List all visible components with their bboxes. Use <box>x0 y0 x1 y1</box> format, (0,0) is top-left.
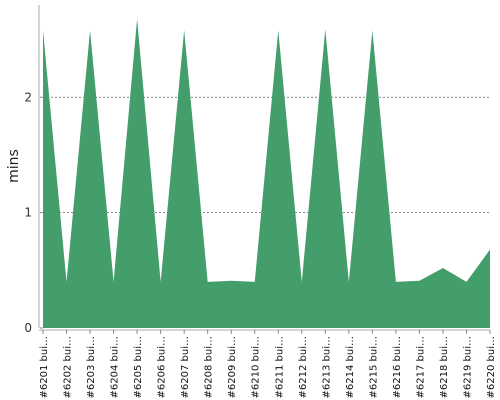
y-tick-label: 2 <box>24 90 32 104</box>
y-axis-ticks: 0 1 2 <box>24 90 43 335</box>
axes <box>38 5 490 331</box>
x-tick-label: #6210 bui… <box>251 336 262 398</box>
gridlines <box>43 96 490 214</box>
x-axis-ticks: #6201 bui… #6202 bui… #6203 bui… #6204 bui…… <box>39 330 497 398</box>
x-tick-label: #6204 bui… <box>110 336 121 398</box>
x-tick-label: #6220 bui… <box>486 336 497 398</box>
x-tick-label: #6212 bui… <box>298 336 309 398</box>
x-tick-label: #6203 bui… <box>86 336 97 398</box>
x-tick-label: #6213 bui… <box>321 336 332 398</box>
x-tick-label: #6205 bui… <box>133 336 144 398</box>
x-tick-label: #6219 bui… <box>462 336 473 398</box>
y-tick-label: 0 <box>24 321 32 335</box>
x-tick-label: #6207 bui… <box>180 336 191 398</box>
y-axis-label: mins <box>6 149 22 183</box>
x-tick-label: #6215 bui… <box>368 336 379 398</box>
x-tick-label: #6211 bui… <box>274 336 285 398</box>
x-tick-label: #6208 bui… <box>204 336 215 398</box>
x-tick-label: #6209 bui… <box>227 336 238 398</box>
x-tick-label: #6201 bui… <box>39 336 50 398</box>
x-tick-label: #6216 bui… <box>392 336 403 398</box>
x-tick-label: #6202 bui… <box>63 336 74 398</box>
x-tick-label: #6218 bui… <box>439 336 450 398</box>
data-series <box>43 18 490 328</box>
x-tick-label: #6217 bui… <box>415 336 426 398</box>
y-tick-label: 1 <box>24 206 32 220</box>
x-tick-label: #6206 bui… <box>157 336 168 398</box>
x-tick-label: #6214 bui… <box>345 336 356 398</box>
area-series <box>43 18 490 328</box>
